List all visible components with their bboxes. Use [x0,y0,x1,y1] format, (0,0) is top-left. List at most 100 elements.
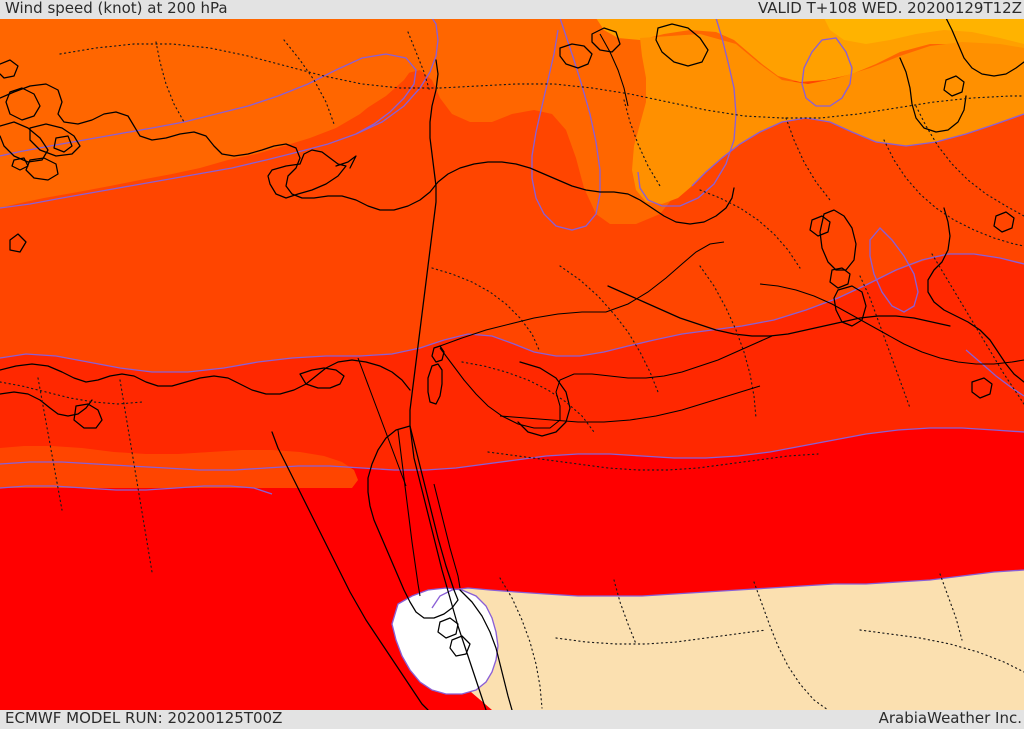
coastline-persian-gulf [607,285,951,337]
coastline-gulf-of-suez [397,429,421,597]
coastline-caucasus [945,18,1024,77]
isotach-line [431,569,1024,609]
border-dotted [283,39,335,125]
border-dotted [119,379,153,573]
border-dotted [699,189,801,269]
border-dotted [461,361,595,433]
coastline-island-small [11,157,29,171]
coastline-crete [29,123,81,157]
border-dotted [487,451,819,471]
coastline-aegean [0,59,19,79]
isotach-line [0,427,1024,471]
boundary-saudi-iraq-neutral [499,385,761,423]
coastline-lake-qarun [73,403,103,429]
border-dotted [155,41,185,123]
boundary-iraq-iran [759,283,1024,365]
border-dotted [555,629,767,645]
coastlines [0,18,1024,710]
national-boundaries [439,33,1024,429]
coastline-detail-island [971,377,993,399]
coastline-nile-delta [299,367,345,389]
coastline-cyprus [267,149,347,199]
band-patch-orange-left [0,54,414,194]
coastline-black-sea-south [559,43,593,69]
coastline-lake-ne-small [829,267,851,289]
coastline-caspian-west [899,57,967,133]
border-dotted [785,117,831,201]
isotach-line [0,485,273,495]
coastline-lake-ne-2 [833,285,867,327]
coastline-sinai [367,425,459,619]
isotach-line [637,18,737,207]
border-dotted [915,105,1024,217]
coastline-red-sea-east [459,589,513,710]
isotach-line [0,253,1024,373]
border-dotted [859,275,911,409]
border-dotted [407,31,431,93]
band-fill-higher [0,18,1024,224]
coastline-island [25,157,59,181]
band-fill-turkey-tongue [632,34,1024,204]
band-fill-low [430,570,1024,710]
coastline-island-ne [591,27,621,53]
band-patch-redorange-lower [0,446,358,488]
border-dotted [883,139,1024,247]
isotach-line [691,113,1024,187]
band-fill-highest [596,18,1024,82]
coastline-turkey-south [0,83,735,225]
coastline-island-small [9,233,27,253]
coastline-ne-feature [655,23,709,67]
band-fill-peak [824,18,1024,44]
coastline-red-sea-island [437,617,459,639]
header-bar: Wind speed (knot) at 200 hPa VALID T+108… [0,0,1024,19]
forecast-map: .coast{fill:none;stroke:#000;stroke-widt… [0,18,1024,710]
coastline-red-sea-island-2 [449,635,471,657]
contour-fill-bands [0,18,1024,710]
border-dotted [499,577,543,709]
border-dotted [559,265,659,393]
isotach-contour-lines [0,18,1024,695]
coastline-lake-ne [819,209,857,271]
model-run-label: ECMWF MODEL RUN: 20200125T00Z [5,710,283,727]
isotach-line [531,18,601,231]
coastline-red-sea-west [271,431,429,710]
coastline-greek-island [5,87,41,121]
border-dotted [431,267,541,353]
border-dotted [699,265,757,419]
border-dotted [37,377,63,511]
isotach-line [801,37,853,107]
contour-map-canvas: .coast{fill:none;stroke:#000;stroke-widt… [0,18,1024,710]
isotach-line [0,18,439,209]
border-dotted [859,629,1024,673]
coastline-gulf-inner [517,361,571,437]
coastline-gulf-of-aqaba [433,483,461,589]
boundary-iraq-saudi [439,335,773,429]
coastline-detail-island [993,211,1015,233]
border-dotted [931,253,1024,405]
coastline-libya [0,391,93,417]
valid-time-label: VALID T+108 WED. 20200129T12Z [757,0,1022,17]
boundary-north-east [599,33,629,107]
coastline-nile-valley [357,357,407,487]
coastline-island [53,135,73,153]
coastline-detail-island [809,215,831,237]
political-borders [0,31,1024,710]
page-title: Wind speed (knot) at 200 hPa [5,0,228,17]
coastline-egypt-north [0,359,411,395]
boundary-jordan-saudi [439,241,725,347]
footer-bar: ECMWF MODEL RUN: 20200125T00Z ArabiaWeat… [0,710,1024,729]
isotach-line [965,349,1024,397]
border-dotted [623,99,661,187]
border-dotted [0,381,143,405]
isotach-line [869,227,919,313]
border-dotted [753,581,829,710]
coastline-cyprus-tail [335,155,357,169]
coastline-caspian-detail [943,75,965,97]
coastline-greek-island [0,121,49,163]
band-fill-moderate-high [0,254,1024,488]
coastline-dead-sea [427,363,443,405]
border-dotted [439,83,1024,119]
isotach-line [0,53,417,157]
isotach-line [391,587,499,695]
